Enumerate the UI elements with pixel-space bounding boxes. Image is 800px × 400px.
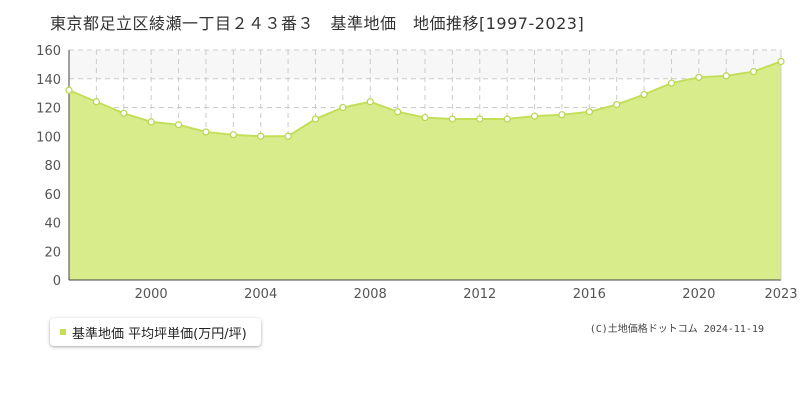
chart-title: 東京都足立区綾瀬一丁目２４３番３ 基準地価 地価推移[1997-2023] (50, 14, 585, 33)
data-point (229, 131, 237, 139)
x-tick-label: 2012 (463, 287, 496, 302)
copyright-credit: (C)土地価格ドットコム 2024-11-19 (589, 324, 764, 335)
data-point (667, 79, 676, 87)
legend-label: 基準地価 平均坪単価(万円/坪) (72, 326, 247, 342)
y-tick-label: 140 (36, 73, 61, 88)
x-tick-label: 2023 (764, 287, 797, 302)
data-point (613, 101, 621, 109)
legend: 基準地価 平均坪単価(万円/坪) (50, 318, 261, 346)
data-point (339, 103, 347, 112)
x-tick-label: 2020 (682, 287, 715, 302)
data-point (558, 111, 566, 119)
data-point (147, 118, 155, 126)
data-point (750, 67, 758, 76)
data-point (695, 73, 703, 81)
y-tick-label: 0 (53, 274, 61, 289)
data-point (640, 90, 648, 99)
y-tick-label: 60 (44, 188, 61, 203)
series-area (69, 61, 781, 280)
data-point (722, 72, 730, 80)
y-tick-label: 20 (44, 245, 61, 260)
x-tick-label: 2004 (244, 287, 277, 302)
data-point (366, 98, 374, 106)
data-point (476, 115, 484, 123)
data-point (777, 57, 785, 66)
x-tick-label: 2016 (573, 287, 606, 302)
y-tick-label: 40 (44, 217, 61, 232)
data-point (394, 108, 402, 116)
data-point (120, 109, 128, 117)
data-point (530, 112, 539, 120)
data-point (585, 108, 593, 116)
data-point (174, 121, 183, 129)
data-point (311, 115, 320, 123)
data-point (448, 115, 456, 123)
data-point (257, 132, 265, 140)
data-point (421, 113, 429, 122)
y-tick-label: 80 (44, 159, 61, 174)
y-tick-label: 120 (36, 102, 61, 117)
legend-swatch (60, 329, 66, 335)
data-point (65, 86, 73, 94)
x-tick-label: 2008 (354, 287, 387, 302)
y-tick-label: 160 (36, 44, 61, 59)
data-point (92, 98, 100, 106)
y-tick-label: 100 (36, 130, 61, 145)
data-point (284, 132, 292, 140)
x-tick-label: 2000 (135, 287, 168, 302)
data-point (503, 115, 511, 123)
data-point (202, 128, 210, 136)
